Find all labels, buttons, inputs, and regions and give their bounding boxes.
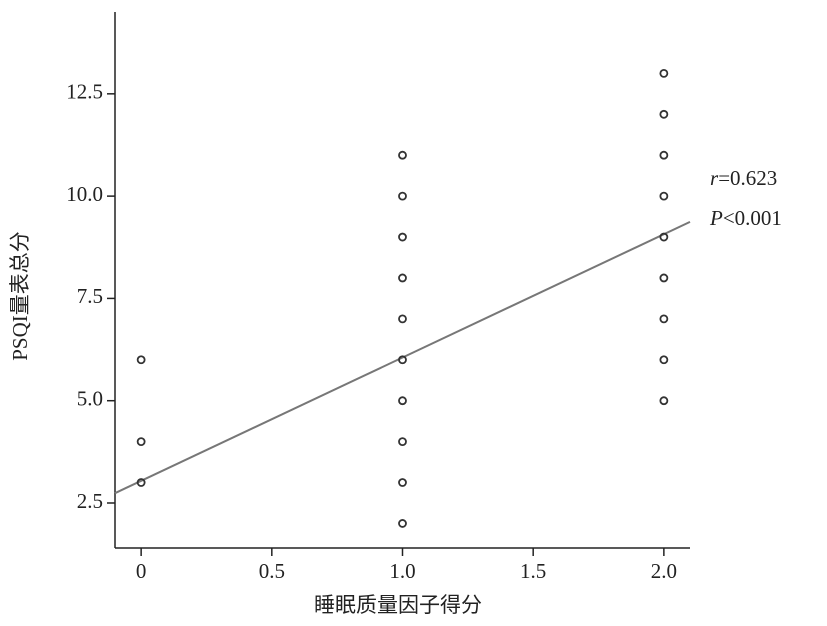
point: [659, 232, 669, 242]
x-tick-label: 0: [136, 559, 147, 583]
point: [398, 478, 407, 487]
y-tick-label: 10.0: [66, 182, 103, 206]
point: [398, 396, 407, 406]
point: [398, 232, 407, 242]
point: [398, 150, 407, 160]
point: [659, 314, 669, 324]
point: [136, 355, 146, 365]
point: [659, 150, 669, 160]
point: [659, 355, 669, 365]
y-tick-label: 5.0: [77, 387, 103, 411]
fit-line: [114, 220, 691, 495]
point: [136, 437, 146, 447]
annotation-symbol: r: [710, 166, 719, 190]
point: [398, 519, 407, 528]
point: [659, 109, 669, 119]
annotation-text: =0.623: [718, 166, 777, 190]
y-tick-label: 7.5: [77, 284, 103, 308]
point: [136, 478, 146, 487]
x-tick-label: 1.0: [389, 559, 415, 583]
y-tick-label: 12.5: [66, 80, 103, 104]
point: [398, 273, 407, 283]
point: [398, 355, 407, 365]
point: [659, 68, 669, 78]
x-tick-label: 1.5: [520, 559, 546, 583]
point: [659, 191, 669, 201]
annotation-symbol: P: [709, 206, 723, 230]
point: [398, 191, 407, 201]
x-tick-label: 0.5: [259, 559, 285, 583]
point: [659, 273, 669, 283]
annotation-text: <0.001: [723, 206, 782, 230]
annotation: P<0.001: [709, 206, 782, 230]
point: [659, 396, 669, 406]
y-tick-label: 2.5: [77, 489, 103, 513]
point: [398, 437, 407, 447]
y-axis-label: PSQI量表总分: [8, 231, 32, 361]
point: [398, 314, 407, 324]
x-tick-label: 2.0: [651, 559, 677, 583]
x-axis-label: 睡眠质量因子得分: [314, 593, 482, 617]
annotation: r=0.623: [710, 166, 777, 190]
